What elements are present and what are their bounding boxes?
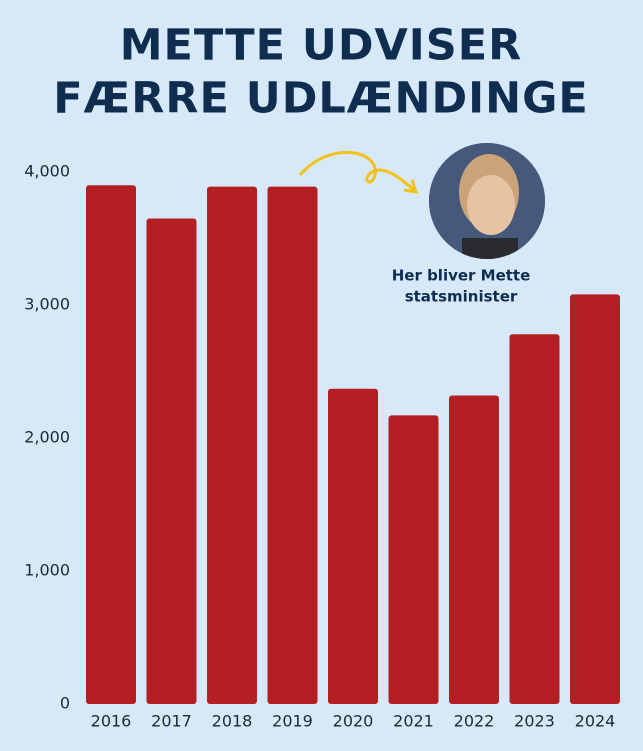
bar xyxy=(570,294,620,704)
y-tick-label: 2,000 xyxy=(24,428,70,447)
y-tick-label: 0 xyxy=(60,694,70,713)
bar xyxy=(389,415,439,704)
x-tick-label: 2017 xyxy=(151,712,192,731)
chart: METTE UDVISER FÆRRE UDLÆNDINGE Her blive… xyxy=(0,0,643,751)
bar xyxy=(449,395,499,704)
y-tick-label: 3,000 xyxy=(24,295,70,314)
x-tick-label: 2019 xyxy=(272,712,313,731)
x-tick-label: 2021 xyxy=(393,712,434,731)
bar xyxy=(328,389,378,704)
annotation: statsminister xyxy=(405,288,518,306)
bar xyxy=(510,334,560,704)
chart-title: METTE UDVISER xyxy=(120,21,523,71)
x-tick-label: 2023 xyxy=(514,712,555,731)
x-tick-label: 2022 xyxy=(454,712,495,731)
bar xyxy=(207,187,257,704)
chart-title: FÆRRE UDLÆNDINGE xyxy=(53,74,589,124)
bar xyxy=(86,185,136,704)
x-tick-label: 2016 xyxy=(91,712,132,731)
annotation: Her bliver Mette xyxy=(392,267,531,285)
y-tick-label: 1,000 xyxy=(24,561,70,580)
bar xyxy=(147,219,197,704)
x-tick-label: 2018 xyxy=(212,712,253,731)
x-tick-label: 2020 xyxy=(333,712,374,731)
y-tick-label: 4,000 xyxy=(24,162,70,181)
bar xyxy=(268,187,318,704)
x-tick-label: 2024 xyxy=(575,712,616,731)
